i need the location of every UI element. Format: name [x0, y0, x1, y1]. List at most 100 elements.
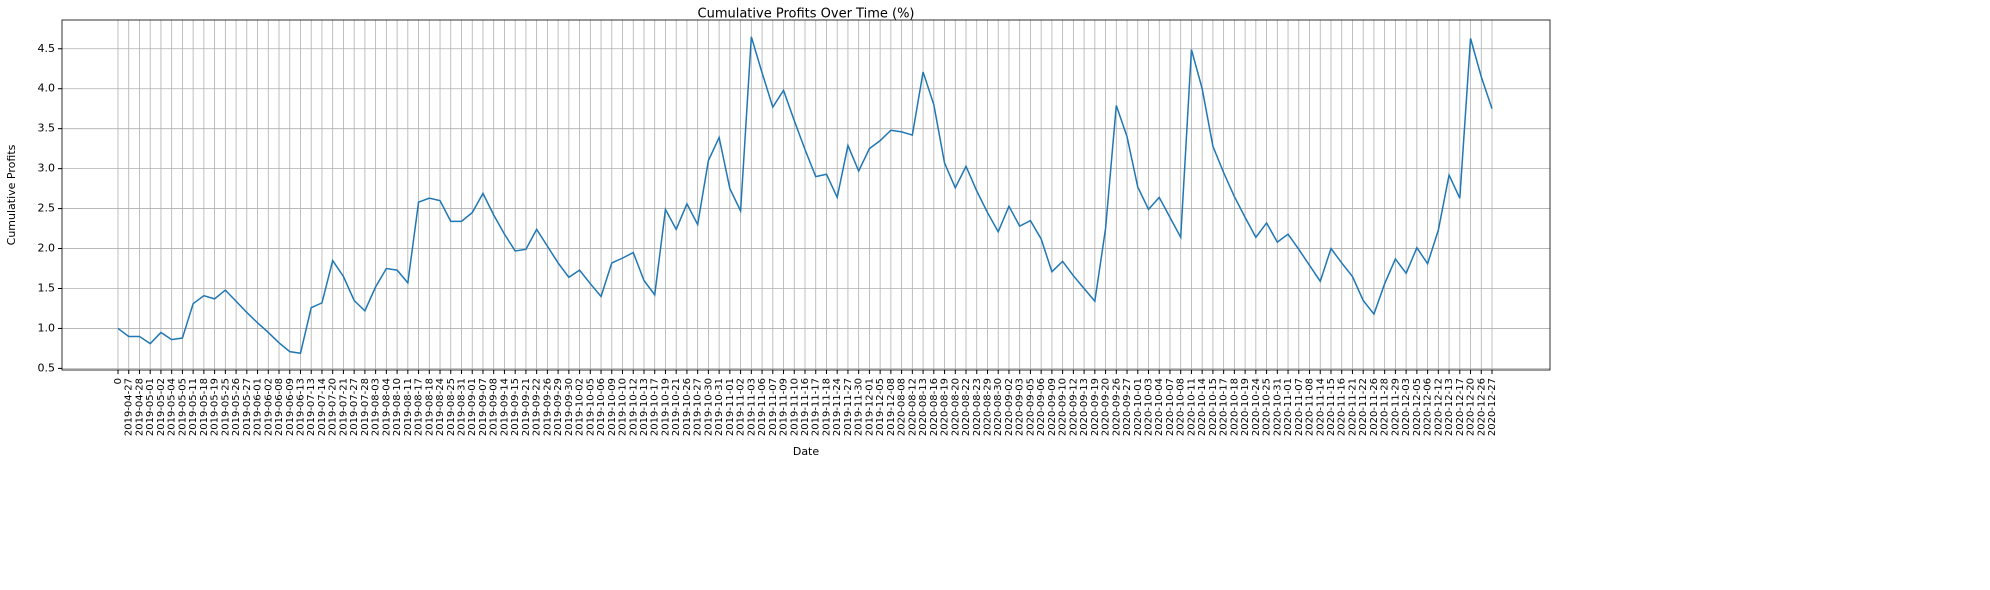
x-tick-label: 2019-11-17 [811, 378, 822, 436]
x-tick-label: 0 [113, 378, 124, 384]
x-tick-label: 2020-12-12 [1433, 378, 1444, 436]
x-tick-label: 2020-10-07 [1165, 378, 1176, 436]
y-tick-label: 2.5 [38, 202, 56, 215]
x-tick-label: 2020-12-20 [1466, 378, 1477, 436]
x-tick-label: 2019-06-01 [253, 378, 264, 436]
x-tick-label: 2020-09-09 [1047, 378, 1058, 436]
x-tick-label: 2020-09-05 [1025, 378, 1036, 436]
x-tick-label: 2020-10-11 [1186, 378, 1197, 436]
x-tick-label: 2020-09-19 [1090, 378, 1101, 436]
x-tick-label: 2020-10-18 [1229, 378, 1240, 436]
x-tick-label: 2019-10-27 [693, 378, 704, 436]
x-tick-label: 2019-11-24 [832, 378, 843, 436]
y-axis-label: Cumulative Profits [5, 144, 18, 245]
x-tick-label: 2019-04-28 [134, 378, 145, 436]
x-tick-label: 2019-10-21 [671, 378, 682, 436]
x-tick-label: 2020-11-26 [1369, 378, 1380, 436]
x-tick-label: 2019-08-11 [403, 378, 414, 436]
x-tick-label: 2020-11-29 [1390, 378, 1401, 436]
x-tick-label: 2019-11-30 [854, 378, 865, 436]
x-tick-label: 2020-10-04 [1154, 378, 1165, 436]
x-tick-label: 2020-12-05 [1412, 378, 1423, 436]
x-tick-label: 2019-06-13 [295, 378, 306, 436]
x-tick-label: 2020-10-25 [1262, 378, 1273, 436]
x-tick-label: 2019-05-05 [177, 378, 188, 436]
x-tick-label: 2020-12-17 [1455, 378, 1466, 436]
x-tick-label: 2019-10-12 [628, 378, 639, 436]
y-tick-label: 1.0 [38, 321, 56, 334]
x-tick-label: 2019-08-04 [381, 378, 392, 436]
x-tick-label: 2020-09-26 [1111, 378, 1122, 436]
x-tick-label: 2020-09-02 [1004, 378, 1015, 436]
y-tick-label: 3.0 [38, 162, 56, 175]
x-tick-label: 2020-11-07 [1294, 378, 1305, 436]
x-tick-label: 2019-10-06 [596, 378, 607, 436]
x-tick-label: 2019-09-29 [553, 378, 564, 436]
x-tick-label: 2019-09-07 [478, 378, 489, 436]
x-tick-label: 2020-08-16 [929, 378, 940, 436]
x-tick-label: 2019-06-02 [263, 378, 274, 436]
x-tick-label: 2020-11-01 [1283, 378, 1294, 436]
x-tick-label: 2020-10-31 [1272, 378, 1283, 436]
x-tick-label: 2019-10-05 [585, 378, 596, 436]
plot-frame [61, 19, 1551, 371]
x-tick-label: 2019-08-24 [435, 378, 446, 436]
x-tick-label: 2019-10-17 [650, 378, 661, 436]
x-tick-label: 2020-09-27 [1122, 378, 1133, 436]
x-tick-label: 2019-08-10 [392, 378, 403, 436]
x-tick-label: 2019-04-27 [124, 378, 135, 436]
x-tick-label: 2020-12-03 [1401, 378, 1412, 436]
x-tick-label: 2020-12-13 [1444, 378, 1455, 436]
y-tick-label: 2.0 [38, 242, 56, 255]
y-tick-label: 0.5 [38, 361, 56, 374]
x-tick-label: 2020-08-30 [993, 378, 1004, 436]
x-tick-label: 2020-11-28 [1380, 378, 1391, 436]
x-tick-label: 2019-11-07 [768, 378, 779, 436]
x-tick-label: 2019-07-20 [328, 378, 339, 436]
x-tick-label: 2019-09-30 [564, 378, 575, 436]
x-tick-label: 2019-07-21 [338, 378, 349, 436]
x-tick-label: 2019-11-27 [843, 378, 854, 436]
x-tick-label: 2019-11-02 [736, 378, 747, 436]
x-tick-label: 2020-11-21 [1347, 378, 1358, 436]
x-tick-label: 2020-10-01 [1133, 378, 1144, 436]
x-tick-label: 2019-08-18 [424, 378, 435, 436]
x-tick-label: 2019-11-16 [800, 378, 811, 436]
x-tick-label: 2019-08-25 [446, 378, 457, 436]
x-tick-label: 2019-11-01 [725, 378, 736, 436]
x-tick-label: 2020-08-29 [982, 378, 993, 436]
x-tick-label: 2020-11-08 [1305, 378, 1316, 436]
x-tick-label: 2019-11-06 [757, 378, 768, 436]
chart-title: Cumulative Profits Over Time (%) [698, 7, 915, 22]
x-tick-label: 2019-10-09 [607, 378, 618, 436]
x-tick-label: 2019-06-09 [285, 378, 296, 436]
x-tick-label: 2020-09-10 [1058, 378, 1069, 436]
x-tick-label: 2019-10-02 [575, 378, 586, 436]
x-tick-label: 2020-09-06 [1036, 378, 1047, 436]
x-tick-label: 2020-10-24 [1251, 378, 1262, 436]
x-tick-label: 2020-09-20 [1101, 378, 1112, 436]
x-tick-label: 2019-10-10 [618, 378, 629, 436]
x-tick-label: 2020-10-19 [1240, 378, 1251, 436]
x-tick-label: 2020-12-26 [1476, 378, 1487, 436]
x-tick-label: 2019-11-10 [789, 378, 800, 436]
x-tick-label: 2019-08-17 [414, 378, 425, 436]
x-tick-label: 2019-09-14 [499, 378, 510, 436]
x-tick-label: 2019-11-09 [779, 378, 790, 436]
x-tick-label: 2019-09-21 [521, 378, 532, 436]
x-tick-label: 2019-05-19 [210, 378, 221, 436]
x-tick-label: 2020-08-22 [961, 378, 972, 436]
x-tick-label: 2019-09-01 [467, 378, 478, 436]
x-tick-label: 2019-05-01 [145, 378, 156, 436]
x-tick-label: 2020-08-20 [950, 378, 961, 436]
y-tick-label: 3.5 [38, 122, 56, 135]
x-tick-label: 2020-08-19 [940, 378, 951, 436]
x-tick-label: 2019-05-18 [199, 378, 210, 436]
x-tick-label: 2019-08-31 [457, 378, 468, 436]
x-axis-label: Date [793, 445, 820, 458]
x-tick-label: 2020-09-12 [1068, 378, 1079, 436]
data-line [117, 36, 1493, 355]
x-tick-label: 2020-12-06 [1423, 378, 1434, 436]
x-tick-label: 2020-10-14 [1197, 378, 1208, 436]
